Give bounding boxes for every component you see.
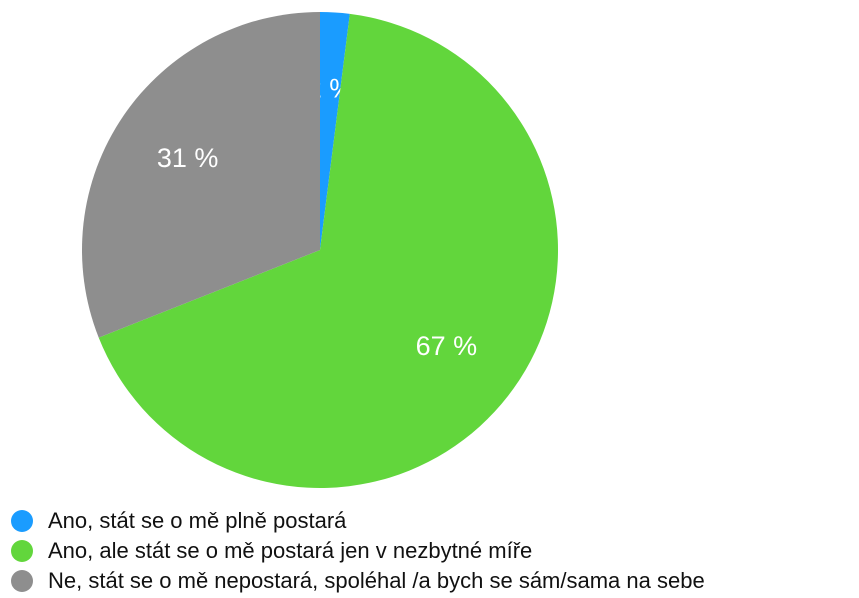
legend-label: Ne, stát se o mě nepostará, spoléhal /a … xyxy=(48,568,705,593)
data-label: 31 % xyxy=(157,143,219,173)
pie-slice xyxy=(98,13,558,488)
pie-slice xyxy=(81,12,320,338)
legend-swatch xyxy=(11,570,33,592)
legend-swatch xyxy=(11,540,33,562)
legend-label: Ano, stát se o mě plně postará xyxy=(48,508,347,533)
pie-slice xyxy=(320,12,350,250)
legend-label: Ano, ale stát se o mě postará jen v nezb… xyxy=(48,538,532,563)
data-label: 67 % xyxy=(416,331,478,361)
legend-swatch xyxy=(11,510,33,532)
